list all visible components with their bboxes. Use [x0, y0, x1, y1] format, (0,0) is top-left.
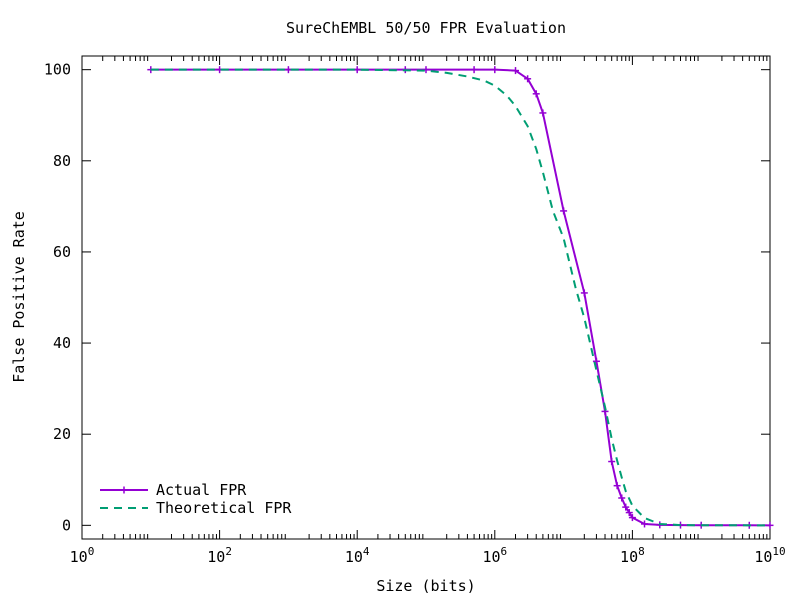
data-point [284, 66, 292, 74]
x-tick-label: 108 [620, 545, 645, 566]
data-point [608, 458, 616, 466]
x-tick-label: 100 [70, 545, 95, 566]
y-tick-label: 80 [53, 152, 71, 170]
data-point [613, 482, 621, 490]
x-tick-labels: 100 102 104 106 108 1010 [70, 545, 786, 566]
y-tick-label: 0 [62, 516, 71, 534]
plot-frame [81, 55, 771, 540]
x-tick-label: 1010 [754, 545, 785, 566]
data-point [628, 514, 636, 522]
chart-title: SureChEMBL 50/50 FPR Evaluation [286, 19, 566, 37]
legend: Actual FPR Theoretical FPR [100, 481, 292, 517]
x-axis-label: Size (bits) [376, 577, 475, 595]
y-tick-labels: 0 20 40 60 80 100 [44, 61, 71, 535]
data-point [532, 90, 540, 98]
x-tick-label: 104 [345, 545, 370, 566]
y-tick-label: 40 [53, 334, 71, 352]
y-axis-label: False Positive Rate [10, 211, 28, 383]
data-point [766, 521, 774, 529]
data-point [539, 109, 547, 117]
data-point [353, 66, 361, 74]
y-tick-label: 100 [44, 61, 71, 79]
x-tick-label: 106 [482, 545, 507, 566]
data-point [491, 66, 499, 74]
data-point [622, 503, 630, 511]
data-point [560, 207, 568, 215]
data-point [524, 75, 532, 83]
legend-label-actual: Actual FPR [156, 481, 247, 499]
data-point [580, 289, 588, 297]
series-line-0 [150, 68, 771, 527]
legend-entry-theoretical: Theoretical FPR [100, 499, 292, 517]
series-group [147, 66, 774, 529]
data-point [641, 520, 649, 528]
legend-label-theoretical: Theoretical FPR [156, 499, 292, 517]
legend-entry-actual: Actual FPR [100, 481, 247, 499]
y-tick-label: 20 [53, 425, 71, 443]
data-point [625, 509, 633, 517]
data-point [512, 67, 520, 75]
x-tick-label: 102 [207, 545, 232, 566]
data-point [592, 357, 600, 365]
data-point [470, 66, 478, 74]
data-point [618, 494, 626, 502]
y-tick-label: 60 [53, 243, 71, 261]
series-line-1 [150, 68, 771, 527]
axis-ticks [81, 56, 771, 539]
